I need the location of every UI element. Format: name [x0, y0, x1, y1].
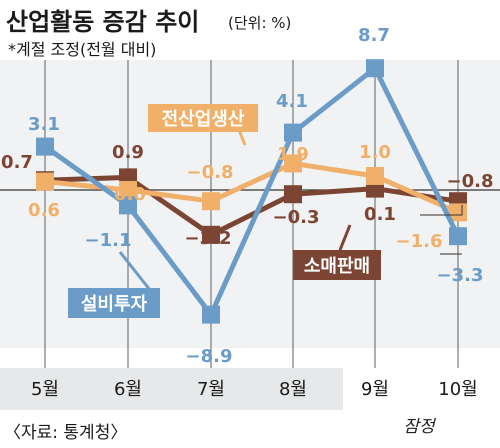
legend-label-production: 전산업생산 [162, 109, 245, 130]
x-tick-1: 5월 [31, 379, 59, 400]
legend-pointer-retail [338, 224, 352, 251]
source-note: 〈자료: 통계청〉 [4, 423, 127, 443]
value-label-retail-1: 0.7 [1, 152, 33, 173]
callout-line-oct [420, 205, 463, 216]
value-label-investment-6: −3.3 [437, 265, 484, 286]
legend-box-investment [68, 288, 160, 318]
series-investment [36, 59, 467, 324]
provisional-note: 잠정 [403, 417, 437, 437]
series-production [36, 154, 467, 222]
line-retail [44, 174, 459, 238]
value-label-production-2: 0.0 [114, 184, 146, 205]
marker-production-2 [119, 181, 137, 199]
x-axis-labels: 5월 6월 7월 8월 9월 10월 [31, 379, 478, 400]
marker-investment-3 [202, 305, 220, 324]
marker-investment-4 [284, 123, 302, 142]
legend-pointer-investment [118, 251, 152, 291]
legend-label-retail: 소매판매 [304, 256, 370, 277]
value-label-investment-3: −8.9 [186, 346, 233, 367]
value-label-production-1: 0.6 [28, 200, 60, 221]
value-label-investment-2: −1.1 [85, 230, 132, 251]
value-label-retail-2: 0.9 [112, 142, 144, 163]
line-investment [43, 64, 461, 320]
provisional-highlight [343, 368, 500, 410]
seasonal-note: *계절 조정(전월 대비) [8, 40, 156, 59]
marker-production-5 [366, 167, 384, 185]
x-tick-2: 6월 [114, 379, 142, 400]
legend-label-investment: 설비투자 [81, 294, 148, 315]
value-label-retail-3: −3.2 [185, 228, 232, 249]
unit-label: (단위: %) [228, 14, 291, 32]
value-label-investment-5: 8.7 [358, 25, 390, 46]
marker-production-3 [202, 192, 220, 211]
x-tick-4: 8월 [279, 379, 307, 400]
chart-title: 산업활동 증감 추이 [6, 8, 199, 36]
line-production [44, 160, 460, 215]
marker-production-4 [284, 154, 302, 173]
value-label-production-6: −1.6 [396, 231, 443, 252]
marker-investment-5 [366, 59, 384, 78]
value-label-investment-1: 3.1 [28, 114, 60, 135]
value-label-production-3: −0.8 [187, 162, 234, 183]
value-label-retail-4: −0.3 [273, 207, 320, 228]
legend-box-production [148, 104, 258, 132]
marker-investment-2 [119, 196, 137, 215]
marker-production-1 [36, 172, 54, 191]
marker-retail-4 [284, 185, 302, 204]
x-tick-6: 10월 [438, 379, 477, 400]
legend-box-retail [293, 250, 381, 280]
x-tick-5: 9월 [361, 379, 389, 400]
value-label-investment-4: 4.1 [276, 91, 308, 112]
x-tick-3: 7월 [197, 379, 225, 400]
marker-investment-6 [449, 227, 467, 246]
value-label-production-5: 1.0 [359, 142, 391, 163]
marker-investment-1 [36, 137, 54, 156]
value-labels: 3.1 −1.1 −8.9 4.1 8.7 −3.3 0.6 0.0 −0.8 1.9 1.0 −1.… [1, 25, 493, 367]
value-label-retail-5: 0.1 [364, 204, 396, 225]
series-layer [36, 59, 467, 324]
marker-retail-3 [202, 225, 220, 244]
value-label-production-4: 1.9 [277, 144, 309, 165]
value-label-retail-6: −0.8 [447, 171, 494, 192]
